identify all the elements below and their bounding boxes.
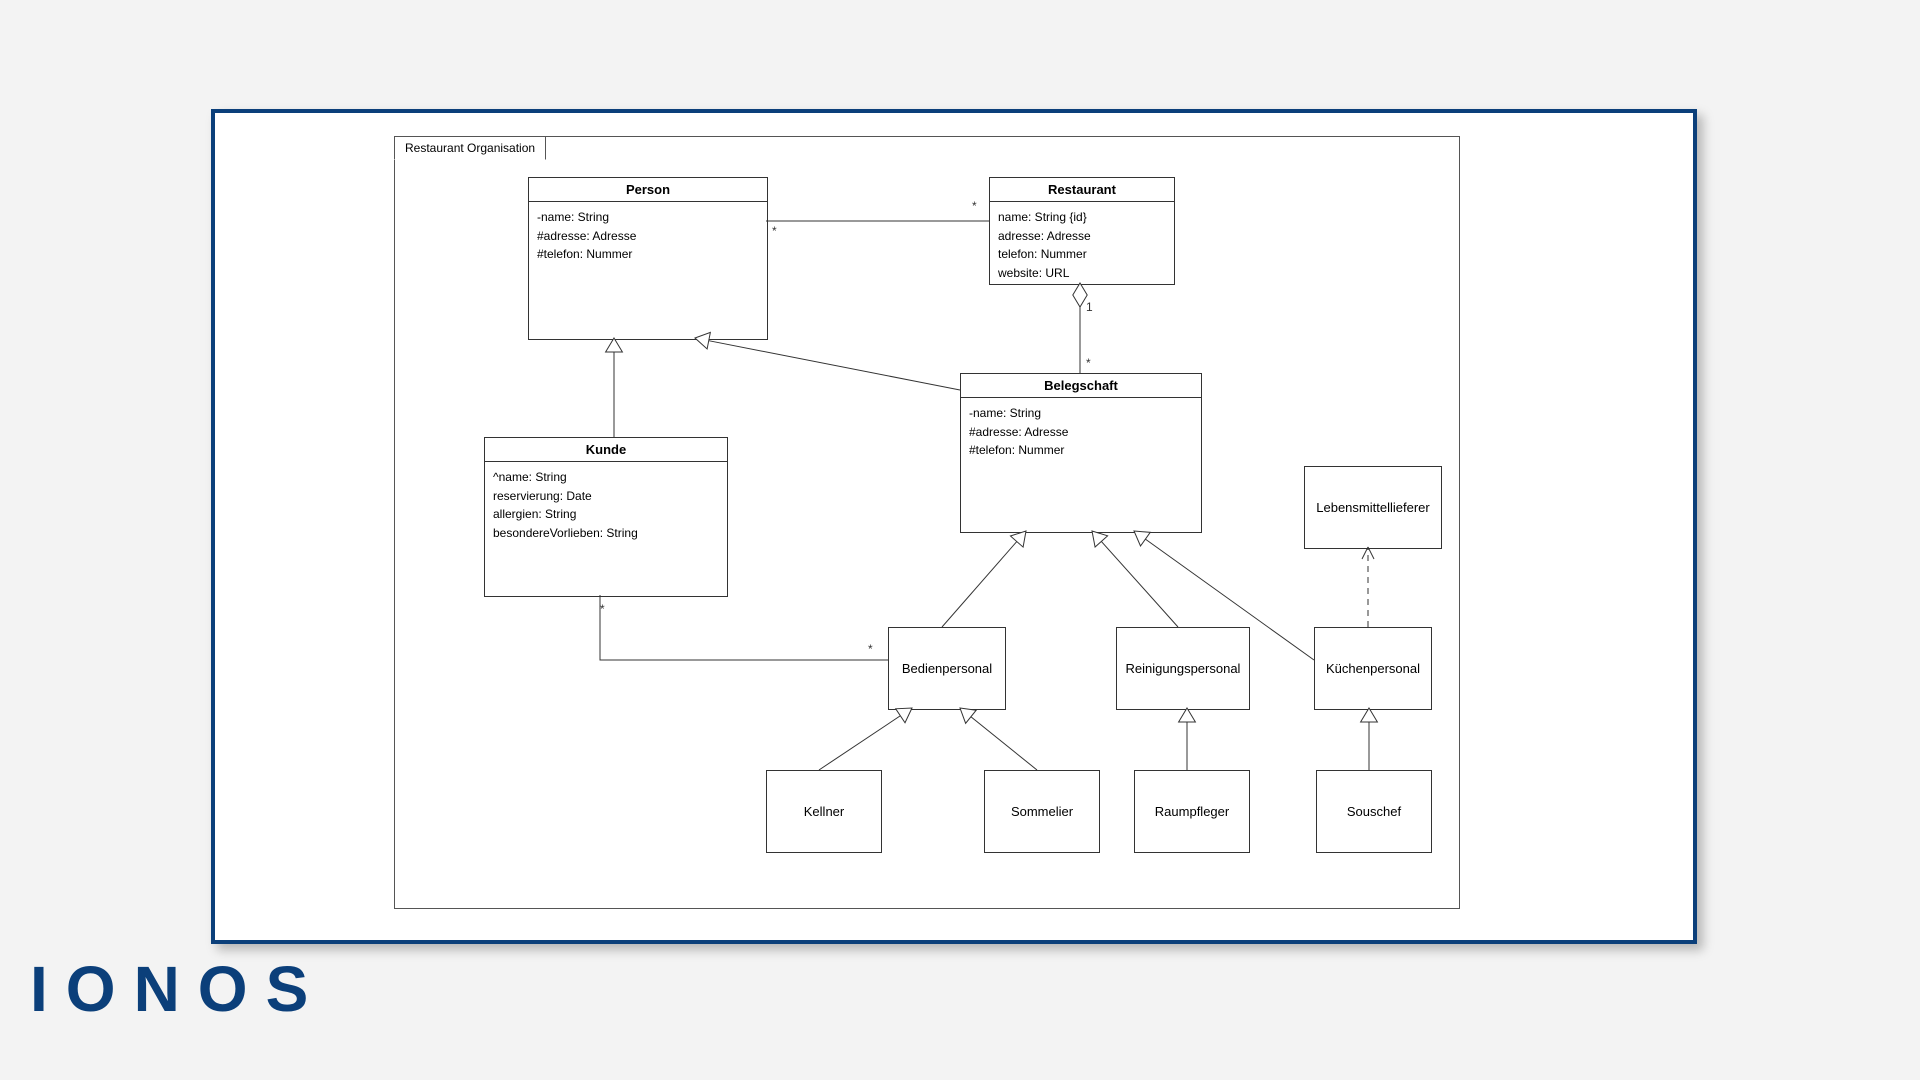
multiplicity-label: * — [972, 199, 977, 213]
class-belegschaft: Belegschaft -name: String#adresse: Adres… — [960, 373, 1202, 533]
multiplicity-label: * — [772, 224, 777, 238]
class-title: Restaurant — [990, 178, 1174, 202]
class-souschef: Souschef — [1316, 770, 1432, 853]
class-kunde: Kunde ^name: Stringreservierung: Dateall… — [484, 437, 728, 597]
class-bedienpersonal: Bedienpersonal — [888, 627, 1006, 710]
multiplicity-label: * — [868, 642, 873, 656]
class-restaurant: Restaurant name: String {id}adresse: Adr… — [989, 177, 1175, 285]
class-attrs: -name: String#adresse: Adresse#telefon: … — [961, 398, 1201, 466]
class-attrs: name: String {id}adresse: Adressetelefon… — [990, 202, 1174, 288]
class-kuechenpersonal: Küchenpersonal — [1314, 627, 1432, 710]
class-sommelier: Sommelier — [984, 770, 1100, 853]
multiplicity-label: * — [1086, 356, 1091, 370]
multiplicity-label: 1 — [1086, 300, 1093, 314]
class-lebensmittellieferer: Lebensmittellieferer — [1304, 466, 1442, 549]
package-tab: Restaurant Organisation — [394, 136, 546, 160]
class-attrs: ^name: Stringreservierung: Dateallergien… — [485, 462, 727, 548]
class-title: Belegschaft — [961, 374, 1201, 398]
class-title: Kunde — [485, 438, 727, 462]
class-title: Person — [529, 178, 767, 202]
multiplicity-label: * — [600, 602, 605, 616]
class-kellner: Kellner — [766, 770, 882, 853]
class-attrs: -name: String#adresse: Adresse#telefon: … — [529, 202, 767, 270]
class-raumpfleger: Raumpfleger — [1134, 770, 1250, 853]
class-person: Person -name: String#adresse: Adresse#te… — [528, 177, 768, 340]
brand-logo: IONOS — [30, 952, 326, 1026]
class-reinigungspersonal: Reinigungspersonal — [1116, 627, 1250, 710]
